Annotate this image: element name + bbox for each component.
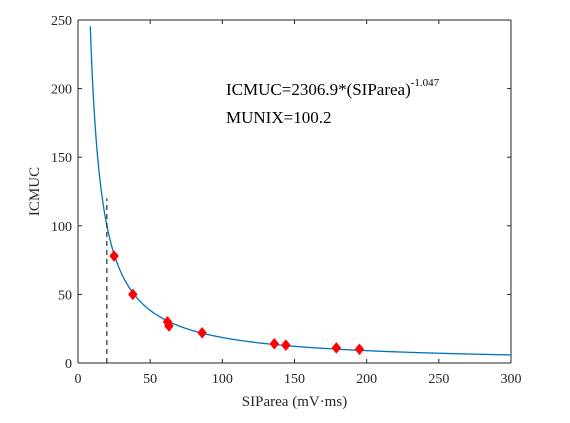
munix-annotation: MUNIX=100.2 <box>226 108 331 127</box>
x-tick-label: 50 <box>143 372 157 387</box>
data-point <box>269 337 280 350</box>
x-ticks: 0 50 100 150 200 250 300 <box>75 20 522 387</box>
data-point <box>331 342 342 354</box>
data-point <box>354 343 365 356</box>
x-tick-label: 300 <box>501 372 522 387</box>
x-tick-label: 100 <box>212 372 233 387</box>
y-tick-label: 100 <box>51 220 72 235</box>
y-tick-label: 0 <box>65 357 72 372</box>
data-point <box>109 250 119 262</box>
formula-exponent: -1.047 <box>411 77 440 89</box>
y-tick-label: 200 <box>51 83 72 98</box>
y-axis-label: ICMUC <box>27 167 43 216</box>
data-point <box>164 320 174 332</box>
data-point <box>128 288 138 301</box>
formula-text: ICMUC=2306.9*(SIParea) <box>226 80 411 99</box>
fit-curve <box>89 26 512 356</box>
formula-annotation: ICMUC=2306.9*(SIParea)-1.047 <box>226 77 440 99</box>
x-tick-label: 0 <box>75 372 82 387</box>
x-tick-label: 200 <box>356 372 377 387</box>
y-ticks: 0 50 100 150 200 250 <box>51 14 511 372</box>
x-tick-label: 250 <box>428 372 449 387</box>
y-tick-label: 50 <box>58 288 72 303</box>
x-tick-label: 150 <box>284 372 305 387</box>
y-tick-label: 250 <box>51 14 72 29</box>
data-points <box>109 250 365 356</box>
y-tick-label: 150 <box>51 151 72 166</box>
x-axis-label: SIParea (mV·ms) <box>242 394 347 410</box>
axes-box <box>77 19 512 364</box>
data-point <box>281 339 291 352</box>
data-point <box>197 326 207 339</box>
